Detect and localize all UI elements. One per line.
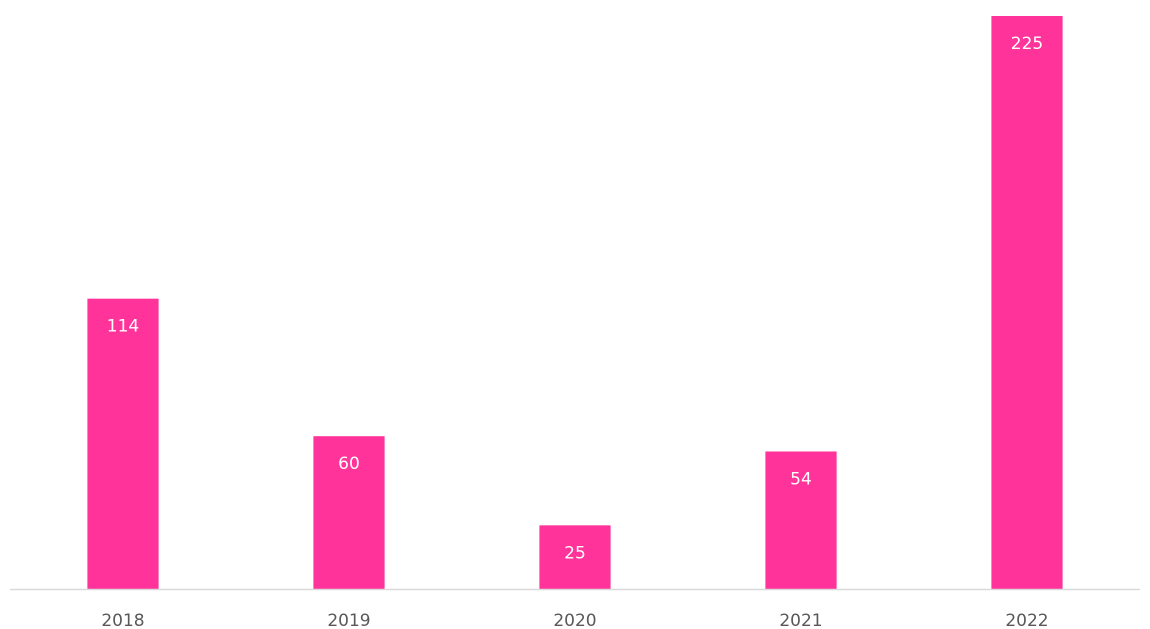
x-tick-label: 2020 [553,611,596,629]
x-tick-label: 2018 [101,611,144,629]
value-label: 225 [1011,34,1043,54]
bar [991,16,1063,589]
value-label: 60 [338,454,360,474]
bar [313,436,385,589]
value-label: 114 [107,317,139,337]
x-tick-label: 2019 [327,611,370,629]
bar [765,451,837,589]
x-tick-label: 2022 [1005,611,1048,629]
bar [87,298,159,589]
x-tick-label: 2021 [779,611,822,629]
bar [539,525,611,589]
value-label: 54 [790,469,812,489]
value-label: 25 [564,543,586,563]
